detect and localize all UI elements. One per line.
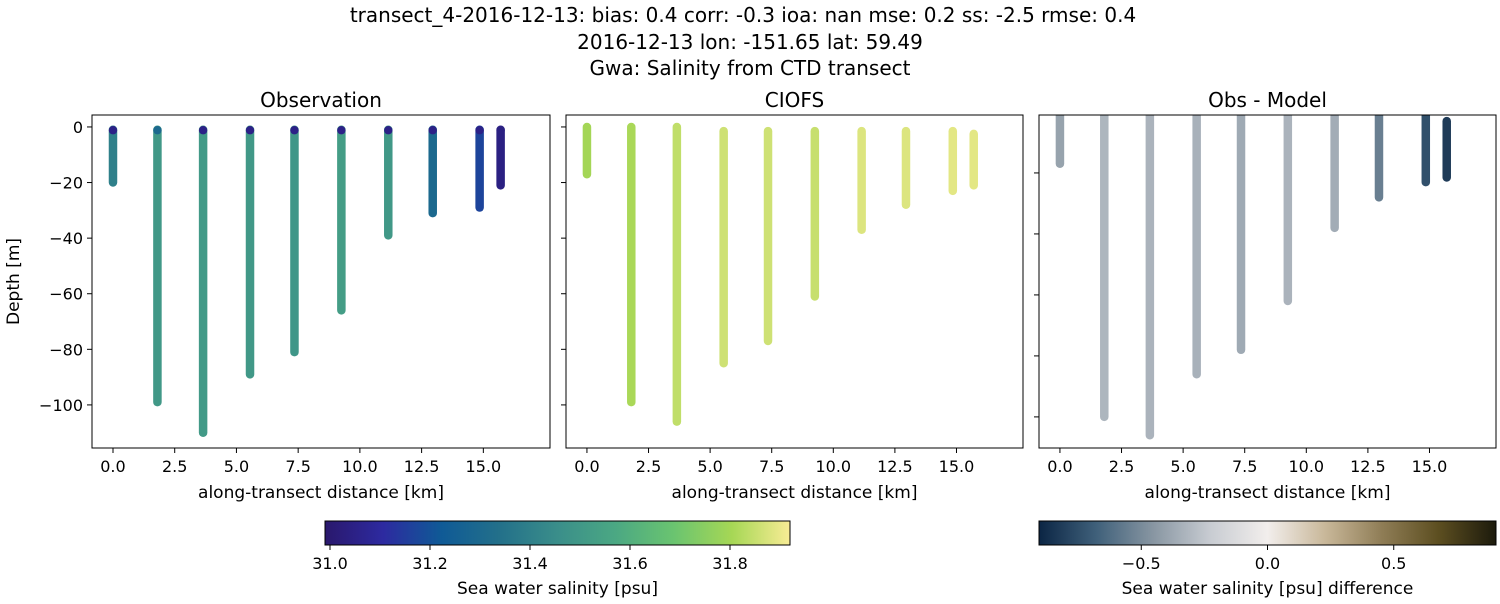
- y-axis-label: Depth [m]: [4, 238, 24, 325]
- panel-title: CIOFS: [765, 88, 824, 112]
- panel-diff: Obs - Model 0.0 2.5 5.0 7.5 10.0 12.5 15.0 along…: [1034, 88, 1497, 503]
- surface-point-0: [108, 126, 118, 135]
- colorbar-tick-label: −0.5: [1122, 554, 1161, 573]
- colorbar-gradient: [1038, 520, 1497, 546]
- surface-point-5: [337, 126, 346, 135]
- colorbar-label: Sea water salinity [psu] difference: [1122, 579, 1414, 599]
- x-tick-label: 5.0: [1170, 457, 1195, 476]
- suptitle-line-3: Gwa: Salinity from CTD transect: [590, 56, 911, 80]
- panel-title: Obs - Model: [1208, 88, 1327, 112]
- axes-frame: [1038, 114, 1497, 449]
- x-axis-label: along-transect distance [km]: [672, 483, 918, 503]
- x-tick-label: 15.0: [939, 457, 975, 476]
- panel-model: CIOFS 0.0 2.5 5.0 7.5 10.0 12.5 15.0 along-trans…: [561, 88, 1024, 503]
- colorbar-label: Sea water salinity [psu]: [457, 579, 658, 599]
- panel-title: Observation: [260, 88, 382, 112]
- y-tick-label: −100: [39, 396, 83, 415]
- x-tick-label: 15.0: [466, 457, 502, 476]
- y-tick-label: −20: [49, 174, 83, 193]
- surface-point-7: [428, 126, 437, 135]
- x-tick-label: 10.0: [342, 457, 378, 476]
- y-tick-label: −80: [49, 340, 83, 359]
- x-tick-label: 12.5: [404, 457, 440, 476]
- y-tick-label: 0: [73, 118, 83, 137]
- x-tick-label: 0.0: [1047, 457, 1072, 476]
- x-tick-label: 5.0: [697, 457, 722, 476]
- colorbar-tick-label: 31.2: [412, 554, 448, 573]
- colorbar-tick-label: 0.0: [1255, 554, 1280, 573]
- colorbar-salinity: 31.0 31.2 31.4 31.6 31.8 Sea water salinity […: [312, 520, 791, 599]
- surface-point-6: [384, 126, 393, 135]
- x-tick-label: 10.0: [815, 457, 851, 476]
- data-marks: [1055, 115, 1451, 440]
- x-tick-label: 12.5: [877, 457, 913, 476]
- x-tick-label: 2.5: [636, 457, 661, 476]
- axes-frame: [565, 114, 1024, 449]
- x-tick-label: 5.0: [224, 457, 249, 476]
- y-tick-label: −60: [49, 285, 83, 304]
- suptitle-line-1: transect_4-2016-12-13: bias: 0.4 corr: -…: [350, 3, 1136, 27]
- surface-point-8: [475, 126, 484, 135]
- colorbar-gradient: [324, 520, 791, 546]
- x-tick-label: 2.5: [162, 457, 187, 476]
- x-tick-label: 10.0: [1288, 457, 1324, 476]
- x-tick-label: 2.5: [1109, 457, 1134, 476]
- colorbar-tick-label: 31.0: [312, 554, 348, 573]
- panel-obs: Observation 0.0 2.5 5.0 7.5 10.0 12.5 15.0 along…: [4, 88, 551, 503]
- x-tick-label: 0.0: [100, 457, 125, 476]
- surface-point-2: [198, 126, 208, 135]
- colorbar-tick-label: 31.6: [612, 554, 648, 573]
- x-tick-label: 12.5: [1350, 457, 1386, 476]
- data-marks: [582, 122, 978, 426]
- colorbar-difference: −0.5 0.0 0.5 Sea water salinity [psu] diffe…: [1038, 520, 1497, 599]
- suptitle-line-2: 2016-12-13 lon: -151.65 lat: 59.49: [577, 30, 923, 54]
- surface-point-9: [496, 126, 505, 135]
- x-tick-label: 7.5: [1232, 457, 1257, 476]
- surface-point-1: [153, 126, 162, 135]
- x-tick-label: 7.5: [285, 457, 310, 476]
- axes-frame: [91, 114, 551, 449]
- colorbar-tick-label: 0.5: [1381, 554, 1406, 573]
- x-tick-label: 7.5: [759, 457, 784, 476]
- surface-point-4: [290, 126, 299, 135]
- data-marks: [108, 125, 505, 437]
- colorbar-tick-label: 31.4: [512, 554, 548, 573]
- colorbar-tick-label: 31.8: [712, 554, 748, 573]
- x-axis-label: along-transect distance [km]: [1145, 483, 1391, 503]
- x-axis-label: along-transect distance [km]: [198, 483, 444, 503]
- x-tick-label: 0.0: [574, 457, 599, 476]
- y-tick-label: −40: [49, 229, 83, 248]
- x-tick-label: 15.0: [1412, 457, 1448, 476]
- surface-point-3: [245, 126, 255, 135]
